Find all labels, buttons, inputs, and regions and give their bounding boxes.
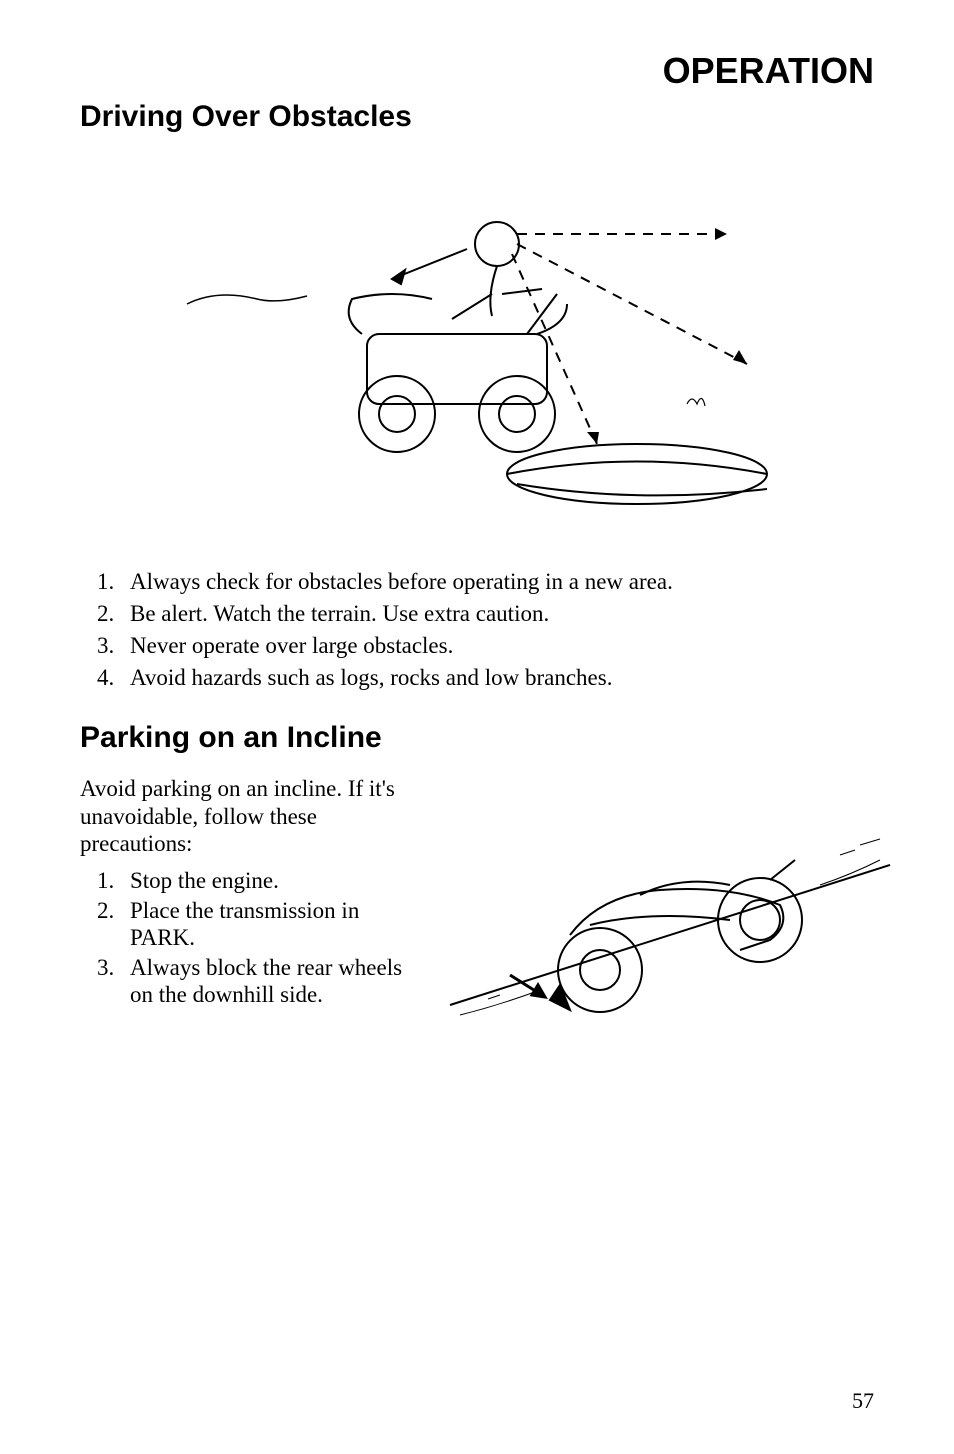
- list-item: Place the transmission in PARK.: [120, 898, 420, 951]
- atv-obstacle-illustration: [167, 154, 787, 544]
- atv-incline-illustration: [440, 775, 900, 1035]
- parking-illustration-column: [440, 775, 900, 1040]
- section-title-parking: Parking on an Incline: [80, 721, 874, 755]
- obstacles-list: Always check for obstacles before operat…: [80, 569, 874, 691]
- page-number: 57: [852, 1388, 874, 1414]
- list-item: Always check for obstacles before operat…: [120, 569, 874, 595]
- chapter-title: OPERATION: [80, 50, 874, 92]
- parking-two-column: Avoid parking on an incline. If it's una…: [80, 775, 874, 1040]
- illustration-obstacles: [80, 154, 874, 549]
- list-item: Avoid hazards such as logs, rocks and lo…: [120, 665, 874, 691]
- parking-list: Stop the engine. Place the transmission …: [80, 868, 420, 1008]
- list-item: Always block the rear wheels on the down…: [120, 955, 420, 1008]
- list-item: Be alert. Watch the terrain. Use extra c…: [120, 601, 874, 627]
- parking-intro: Avoid parking on an incline. If it's una…: [80, 775, 420, 858]
- section-title-obstacles: Driving Over Obstacles: [80, 100, 874, 134]
- page: OPERATION Driving Over Obstacles: [0, 0, 954, 1454]
- list-item: Never operate over large obstacles.: [120, 633, 874, 659]
- list-item: Stop the engine.: [120, 868, 420, 894]
- parking-text-column: Avoid parking on an incline. If it's una…: [80, 775, 420, 1038]
